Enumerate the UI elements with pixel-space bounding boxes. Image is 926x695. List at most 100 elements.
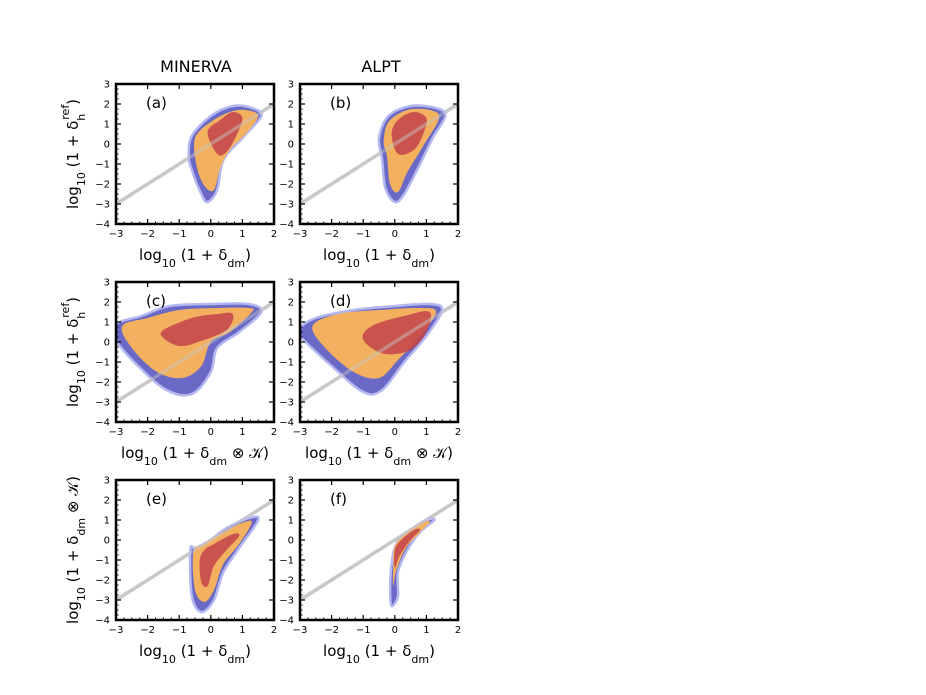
y-tick-label: −4 [95,616,110,627]
y-tick-label: −4 [279,220,294,231]
y-tick-label: −2 [279,180,294,191]
x-axis-label: log10 (1 + δdm ⊗ 𝒦) [305,444,453,468]
column-title-minerva: MINERVA [160,57,232,76]
y-tick-label: −4 [279,418,294,429]
y-tick-label: 1 [104,318,110,329]
y-tick-label: 1 [104,516,110,527]
x-axis-label: log10 (1 + δdm) [323,642,435,666]
x-tick-label: −1 [356,229,371,240]
x-tick-label: −3 [293,427,308,438]
x-tick-label: 2 [455,625,461,636]
x-tick-label: 0 [208,427,214,438]
y-tick-label: −1 [95,160,110,171]
y-tick-label: −3 [279,398,294,409]
y-tick-label: 3 [104,278,110,289]
x-axis-label: log10 (1 + δdm ⊗ 𝒦) [121,444,269,468]
diagonal-line-overlay [300,102,458,206]
x-tick-label: −1 [172,229,187,240]
y-tick-label: −4 [95,418,110,429]
y-tick-label: −3 [95,596,110,607]
y-tick-label: 3 [288,80,294,91]
x-tick-label: 0 [208,229,214,240]
contour-inner [362,311,432,355]
x-tick-label: −2 [324,427,339,438]
y-tick-label: 2 [104,496,110,507]
x-tick-label: 1 [239,229,245,240]
y-tick-label: −4 [95,220,110,231]
y-tick-label: −4 [279,616,294,627]
x-tick-label: 0 [392,427,398,438]
y-tick-label: −2 [95,576,110,587]
y-tick-label: 0 [288,536,294,547]
diagonal-line [300,498,458,602]
x-tick-label: 0 [208,625,214,636]
x-tick-label: −1 [172,427,187,438]
contour-inner [207,111,243,156]
y-tick-label: 3 [288,476,294,487]
y-axis-label: log10 (1 + δhref) [59,99,88,209]
contour-inner [391,111,427,155]
y-tick-label: −2 [279,378,294,389]
diagonal-line-overlay [300,300,458,404]
x-tick-label: −3 [109,427,124,438]
y-tick-label: 0 [104,338,110,349]
contour-mid [392,520,430,587]
x-tick-label: 1 [239,625,245,636]
diagonal-line-overlay [116,102,274,206]
x-tick-label: 0 [392,625,398,636]
y-tick-label: −1 [95,556,110,567]
y-tick-label: −3 [279,596,294,607]
x-tick-label: −2 [140,427,155,438]
y-tick-label: 1 [104,120,110,131]
x-tick-label: −3 [109,625,124,636]
y-tick-label: −2 [95,378,110,389]
x-axis-label: log10 (1 + δdm) [323,246,435,270]
y-tick-label: −1 [279,556,294,567]
panel-label: (c) [146,292,166,310]
y-tick-label: 3 [288,278,294,289]
y-tick-label: 0 [104,536,110,547]
panel-label: (d) [330,292,351,310]
y-tick-label: 0 [104,140,110,151]
x-tick-label: 2 [455,229,461,240]
x-tick-label: −3 [109,229,124,240]
x-tick-label: −1 [172,625,187,636]
y-tick-label: 1 [288,120,294,131]
y-tick-label: 1 [288,318,294,329]
y-tick-label: 1 [288,516,294,527]
y-tick-label: −1 [279,358,294,369]
x-tick-label: −1 [356,427,371,438]
x-tick-label: −3 [293,625,308,636]
y-tick-label: 2 [104,298,110,309]
y-tick-label: 3 [104,80,110,91]
y-tick-label: 3 [104,476,110,487]
x-tick-label: −1 [356,625,371,636]
x-tick-label: −2 [140,229,155,240]
y-axis-label: log10 (1 + δhref) [59,297,88,407]
x-tick-label: 2 [455,427,461,438]
x-tick-label: −3 [293,229,308,240]
y-tick-label: 2 [288,100,294,111]
panel-label: (b) [330,94,351,112]
diagonal-line-overlay [300,498,458,602]
panel-label: (f) [330,490,347,508]
y-tick-label: 2 [288,496,294,507]
x-tick-label: 1 [423,625,429,636]
x-tick-label: −2 [140,625,155,636]
panel-label: (e) [146,490,167,508]
contour-inner [199,533,240,588]
diagonal-line-overlay [116,498,274,602]
contour-inner [394,528,421,569]
y-tick-label: −1 [95,358,110,369]
y-tick-label: 2 [288,298,294,309]
x-tick-label: 1 [239,427,245,438]
x-tick-label: 2 [271,229,277,240]
